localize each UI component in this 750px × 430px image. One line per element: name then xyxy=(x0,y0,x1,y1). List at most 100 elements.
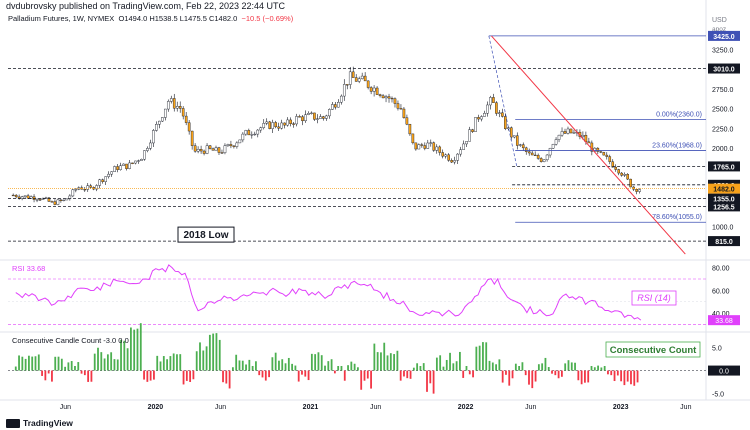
count-axis-tag-label: 0.0 xyxy=(719,369,729,376)
count-bar xyxy=(584,370,586,383)
count-bar xyxy=(294,365,297,371)
candle-body xyxy=(137,160,140,162)
candle-body xyxy=(593,147,597,152)
fib-connector xyxy=(488,35,518,167)
candle-body xyxy=(337,102,340,108)
count-bar xyxy=(498,359,501,371)
candle-body xyxy=(441,152,445,157)
count-bar xyxy=(603,366,606,371)
candle-body xyxy=(504,116,507,129)
count-bar xyxy=(153,370,155,380)
count-bar xyxy=(106,354,109,371)
candle-body xyxy=(375,87,379,95)
count-tick-label: 5.0 xyxy=(712,346,722,353)
candle-body xyxy=(65,198,69,201)
candle-body xyxy=(253,133,257,136)
count-bar xyxy=(455,361,458,371)
count-bar xyxy=(60,358,63,371)
count-bar xyxy=(225,370,228,384)
candle-body xyxy=(608,156,612,162)
price-tick-label: 2500.0 xyxy=(712,107,734,114)
axis-currency: USD xyxy=(712,17,727,24)
count-bar xyxy=(383,342,386,371)
candle-body xyxy=(510,127,513,138)
candle-body xyxy=(205,145,209,154)
count-bar xyxy=(143,370,145,380)
price-axis-tag xyxy=(708,30,740,41)
candle-body xyxy=(489,97,492,106)
count-bar xyxy=(255,361,257,371)
count-bar xyxy=(560,370,563,377)
candle-body xyxy=(298,116,301,118)
candle-body xyxy=(280,122,283,129)
candle-body xyxy=(101,179,104,182)
count-bar xyxy=(373,343,376,371)
count-bar xyxy=(245,364,247,371)
candle-body xyxy=(166,101,170,110)
count-bar xyxy=(593,367,596,371)
count-bar xyxy=(475,346,478,371)
rsi-tick-label: 40.00 xyxy=(712,311,730,318)
price-axis-tag-label: 1482.0 xyxy=(713,187,735,194)
count-bar xyxy=(291,363,294,371)
candle-body xyxy=(161,117,164,122)
tradingview-logo-icon xyxy=(6,418,20,428)
time-tick-label: 2023 xyxy=(613,404,629,411)
candle-body xyxy=(566,128,570,134)
count-bar xyxy=(577,370,580,381)
candle-body xyxy=(35,199,39,201)
candle-body xyxy=(596,147,600,152)
count-bar xyxy=(215,333,218,371)
count-bar xyxy=(350,361,353,371)
candle-body xyxy=(310,112,313,114)
count-bar xyxy=(630,370,632,385)
candle-body xyxy=(169,98,173,102)
candle-body xyxy=(307,113,310,115)
count-bar xyxy=(195,351,198,371)
candle-body xyxy=(521,144,525,149)
candle-body xyxy=(512,135,516,138)
count-bar xyxy=(44,370,47,381)
candle-body xyxy=(602,152,606,156)
candle-body xyxy=(360,75,364,79)
candle-body xyxy=(411,133,415,144)
candle-body xyxy=(149,142,152,149)
candle-body xyxy=(125,163,128,169)
rsi-axis-tag xyxy=(708,315,740,326)
candle-body xyxy=(599,151,603,153)
count-bar xyxy=(607,370,609,375)
candle-body xyxy=(539,158,543,162)
time-tick-label: 2020 xyxy=(148,404,164,411)
candle-body xyxy=(507,127,510,129)
count-bar xyxy=(521,362,524,371)
count-bar xyxy=(222,370,224,383)
candle-body xyxy=(366,80,370,88)
count-bar xyxy=(587,370,590,383)
count-bar xyxy=(600,367,603,371)
count-bar xyxy=(90,370,93,382)
count-bar xyxy=(278,360,280,371)
candle-body xyxy=(262,123,266,128)
candle-body xyxy=(626,174,629,180)
candle-body xyxy=(453,160,456,163)
price-axis-tag-label: 815.0 xyxy=(715,239,733,246)
count-bar xyxy=(360,370,363,390)
tradingview-logo[interactable]: TradingView xyxy=(6,418,73,428)
candle-body xyxy=(56,199,60,205)
time-tick-label: Jun xyxy=(525,404,536,411)
count-bar xyxy=(564,363,567,371)
count-bar xyxy=(524,370,527,376)
candle-body xyxy=(426,142,430,149)
fib-level-label: 78.60%(1055.0) xyxy=(652,214,702,221)
candle-body xyxy=(295,116,298,125)
count-bar xyxy=(133,329,136,371)
count-bar xyxy=(399,370,402,381)
count-bar xyxy=(136,328,139,371)
candle-body xyxy=(432,142,436,151)
symbol-name[interactable]: Palladium Futures, 1W, NYMEX xyxy=(8,14,115,23)
candle-body xyxy=(128,162,131,169)
candle-body xyxy=(393,98,397,104)
price-tick-label: 1000.0 xyxy=(712,225,734,232)
annotation-box xyxy=(177,226,235,243)
